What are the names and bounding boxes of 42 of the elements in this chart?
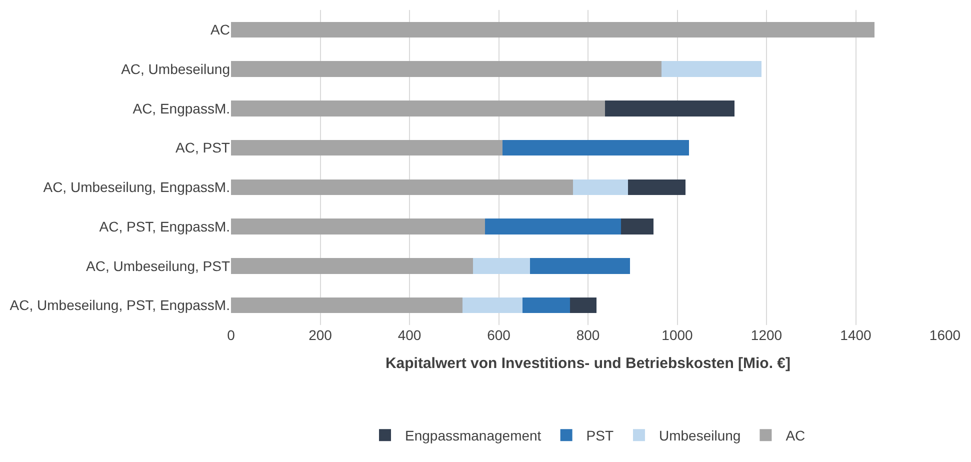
bar <box>522 297 570 314</box>
legend-label: AC <box>786 428 806 444</box>
legend-label: PST <box>586 428 614 444</box>
x-tick-label: 1400 <box>840 327 872 343</box>
bar <box>572 179 628 196</box>
bar <box>662 61 762 77</box>
x-tick-label: 200 <box>308 327 332 343</box>
y-tick-label: AC, PST <box>176 140 230 156</box>
y-tick-label: AC <box>210 22 230 38</box>
bar <box>231 179 573 196</box>
bar <box>628 179 686 196</box>
x-tick-label: 1000 <box>662 327 694 343</box>
bar <box>570 297 596 314</box>
bar <box>231 297 463 314</box>
legend-label: Umbeseilung <box>658 428 741 444</box>
y-tick-label: AC, Umbeseilung, PST <box>86 258 230 274</box>
bar <box>484 218 622 234</box>
bar <box>604 100 734 116</box>
y-tick-label: AC, Umbeseilung, EngpassM. <box>43 179 230 196</box>
legend-label: Engpassmanagement <box>405 428 542 444</box>
y-tick-label: AC, Umbeseilung <box>121 60 230 77</box>
bar <box>621 218 654 234</box>
bar <box>530 258 630 274</box>
bar <box>231 61 662 77</box>
bar <box>472 258 530 274</box>
x-axis-title: Kapitalwert von Investitions- und Betriebskosten [Mio. €] <box>385 355 791 372</box>
bar <box>502 140 689 156</box>
bar <box>231 140 502 156</box>
y-tick-label: AC, Umbeseilung, PST, EngpassM. <box>10 297 230 314</box>
bar <box>231 218 485 234</box>
x-tick-label: 400 <box>398 327 422 343</box>
x-tick-label: 1600 <box>929 327 961 343</box>
bar <box>231 100 605 116</box>
y-tick-label: AC, EngpassM. <box>132 100 230 116</box>
bar <box>462 297 522 314</box>
bar <box>231 22 874 38</box>
bar <box>231 258 473 274</box>
x-tick-label: 800 <box>576 327 600 343</box>
x-tick-label: 600 <box>487 327 511 343</box>
x-tick-label: 0 <box>227 327 236 343</box>
y-tick-label: AC, PST, EngpassM. <box>99 218 230 234</box>
x-tick-label: 1200 <box>750 327 782 343</box>
